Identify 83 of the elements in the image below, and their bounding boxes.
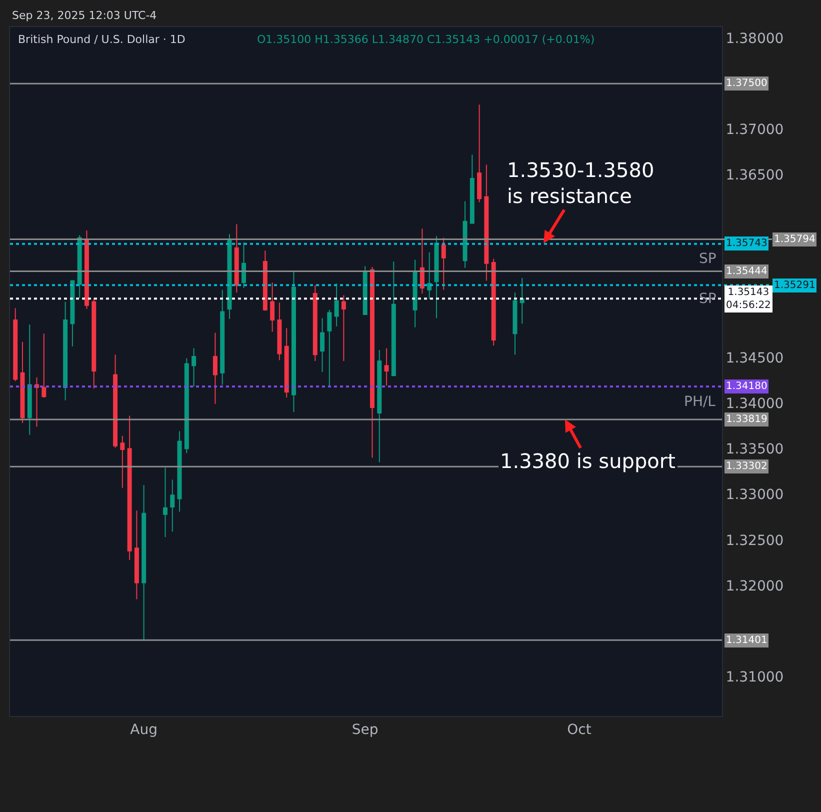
candlestick — [377, 350, 382, 463]
candlestick — [170, 479, 175, 532]
y-tick-label: 1.37000 — [726, 122, 784, 138]
ref-line-label: 1.35291 — [774, 280, 816, 291]
ref-line-label: 1.33819 — [726, 414, 768, 425]
candlestick — [177, 430, 182, 512]
candlestick — [491, 258, 496, 346]
candlestick — [184, 358, 189, 454]
candlestick — [84, 230, 89, 310]
y-tick-label: 1.33500 — [726, 442, 784, 458]
candlestick — [270, 282, 275, 332]
candlestick — [391, 261, 396, 376]
candlestick — [434, 235, 439, 319]
annotation: SP — [699, 251, 716, 267]
candlestick — [284, 328, 289, 398]
candlestick — [220, 289, 225, 386]
ref-line-label: 1.35794 — [774, 234, 816, 245]
candlestick — [142, 484, 146, 641]
candlestick — [370, 266, 374, 458]
text: British Pound / U.S. Dollar · 1D — [18, 33, 186, 46]
candlestick — [512, 292, 518, 356]
candlestick — [477, 104, 482, 203]
candlestick — [420, 228, 424, 294]
annotation: 1.3530-1.3580 is resistance — [507, 158, 654, 208]
ref-line-label: 1.37500 — [726, 78, 768, 89]
y-tick-label: 1.32000 — [726, 578, 784, 594]
candlestick — [92, 298, 96, 389]
chart-subtitle: Sep 23, 2025 12:03 UTC-4 — [12, 9, 157, 22]
y-tick-label: 1.38000 — [726, 30, 784, 47]
candlestick — [42, 333, 46, 398]
y-tick-label: 1.34000 — [726, 396, 784, 412]
candlestick — [462, 200, 468, 268]
ref-line-label: 1.31401 — [726, 635, 768, 646]
candlestick — [20, 341, 25, 424]
candlestick — [70, 280, 75, 347]
annotation: SP — [699, 291, 716, 307]
ref-line-label: 1.33302 — [726, 461, 768, 472]
annotation: 1.3380 is support — [500, 449, 676, 473]
candlestick — [127, 415, 132, 560]
candlestick — [34, 376, 40, 428]
y-tick-label: 1.33000 — [726, 487, 784, 504]
candlestick — [234, 224, 239, 294]
candlestick — [291, 271, 296, 413]
y-tick-label: 1.36500 — [726, 168, 784, 184]
candlestick — [362, 266, 368, 315]
y-tick-label: 1.31000 — [726, 670, 784, 686]
candlestick — [334, 282, 339, 327]
candlestick — [63, 301, 68, 401]
candlestick — [412, 259, 418, 328]
candlestick — [242, 242, 246, 288]
candlestick — [327, 309, 332, 388]
x-tick-label: Oct — [567, 722, 592, 738]
candlestick — [427, 252, 432, 300]
candlestick — [262, 250, 268, 312]
candlestick — [192, 348, 196, 388]
candlestick — [312, 284, 318, 362]
annotation: O1.35100 H1.35366 L1.34870 C1.35143 +0.00017 (+0.01%) — [257, 33, 595, 46]
y-tick-label: 1.32500 — [726, 532, 784, 549]
candlestick — [77, 234, 82, 299]
candlestick — [163, 467, 168, 538]
x-tick-label: Aug — [130, 722, 158, 738]
candlestick — [227, 234, 232, 320]
candlestick — [341, 294, 346, 362]
candlestick — [470, 154, 474, 224]
candlestick — [134, 510, 139, 600]
annotation: PH/L — [684, 394, 716, 410]
x-tick-label: Sep — [352, 722, 378, 738]
ref-line-label: 1.35743 — [726, 238, 768, 249]
candlestick — [277, 302, 282, 361]
candlestick — [212, 332, 218, 404]
candlestick — [320, 318, 325, 372]
ref-line-label: 1.35444 — [726, 266, 768, 277]
candlestick — [484, 164, 489, 282]
candlestick — [520, 277, 524, 324]
candlestick — [113, 354, 118, 448]
candlestick — [120, 435, 125, 488]
ref-line-label: 1.34180 — [726, 381, 768, 392]
candlestick — [441, 237, 446, 290]
candlestick — [384, 348, 389, 386]
candlestick — [27, 324, 32, 436]
candlestick — [13, 308, 18, 382]
ref-line-label: 1.35143 04:56:22 — [726, 287, 771, 311]
y-tick-label: 1.34500 — [726, 350, 784, 366]
